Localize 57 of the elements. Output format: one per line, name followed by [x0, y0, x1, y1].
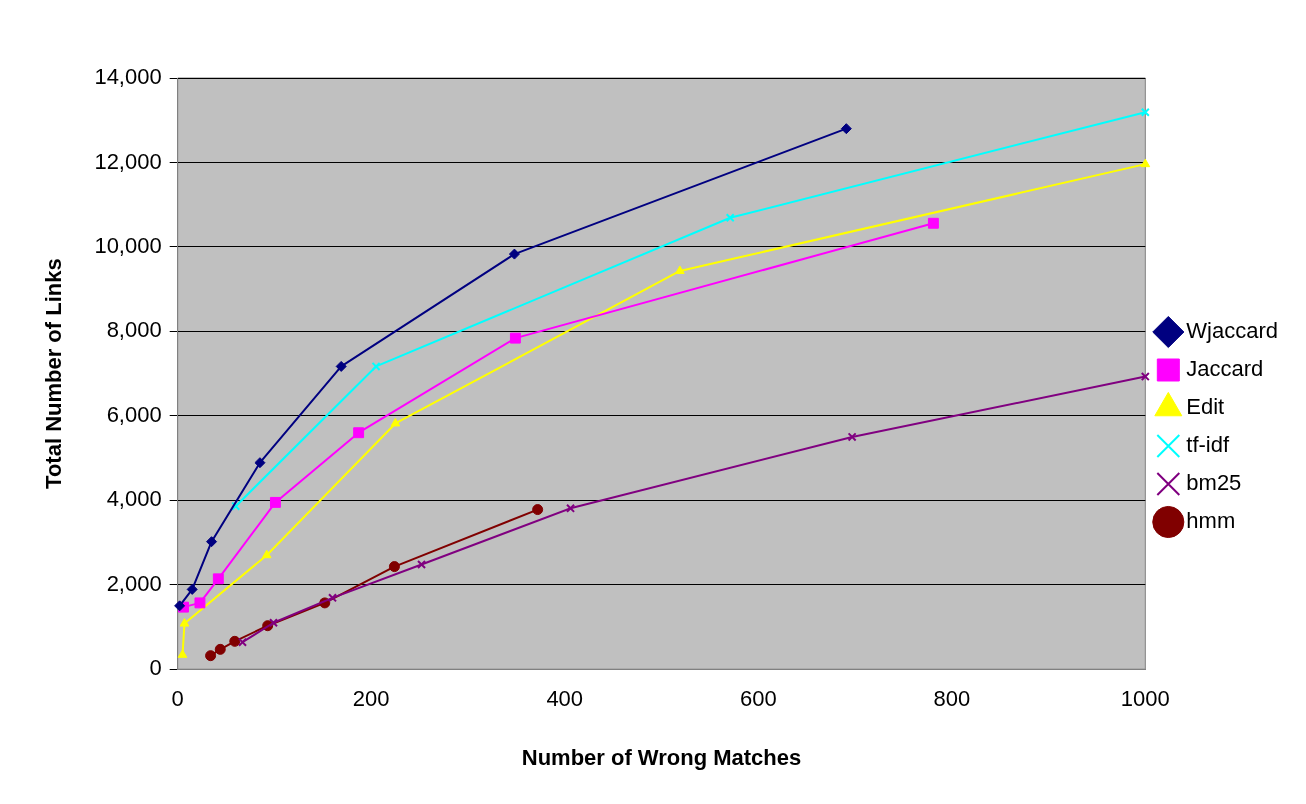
point: [179, 618, 190, 627]
y-tick-label: 4,000: [106, 486, 162, 512]
point: [214, 643, 226, 655]
point: [509, 332, 521, 344]
point: [847, 432, 857, 442]
point: [177, 649, 188, 658]
point: [229, 635, 241, 647]
y-tick-label: 8,000: [106, 317, 162, 343]
point: [327, 593, 338, 603]
point: [237, 637, 248, 647]
y-tick-label: 6,000: [106, 401, 162, 427]
y-axis-title: Total Number of Links: [41, 258, 67, 489]
legend-label: bm25: [1186, 470, 1242, 496]
point: [174, 600, 186, 612]
point: [1140, 158, 1151, 168]
point: [371, 361, 381, 371]
point: [390, 417, 401, 427]
point: [186, 583, 198, 595]
point: [268, 618, 279, 628]
point: [212, 573, 224, 585]
point: [725, 213, 735, 223]
x-tick-label: 1000: [1120, 686, 1170, 712]
point: [254, 457, 266, 469]
legend-label: hmm: [1186, 508, 1236, 534]
point: [206, 536, 218, 548]
point: [1140, 372, 1150, 382]
point: [532, 504, 544, 516]
x-tick-label: 400: [546, 686, 584, 712]
x-tick-label: 0: [171, 686, 184, 712]
point: [269, 496, 281, 508]
point: [1140, 107, 1150, 117]
y-tick-label: 14,000: [94, 64, 162, 90]
point: [194, 597, 206, 609]
point: [566, 503, 576, 513]
point: [388, 561, 400, 573]
y-tick-label: 10,000: [94, 232, 162, 258]
y-tick-label: 12,000: [94, 148, 162, 174]
point: [353, 427, 365, 439]
y-tick-label: 2,000: [106, 570, 162, 596]
legend-label: Wjaccard: [1186, 318, 1278, 344]
x-axis-title: Number of Wrong Matches: [521, 744, 802, 770]
point: [335, 360, 347, 372]
point: [927, 217, 939, 229]
point: [508, 248, 520, 260]
point: [261, 549, 272, 559]
point: [675, 265, 685, 274]
x-tick-label: 200: [352, 686, 390, 712]
point: [231, 501, 241, 511]
y-tick-label: 0: [149, 655, 162, 681]
legend-label: tf-idf: [1186, 432, 1230, 458]
legend-label: Edit: [1186, 394, 1225, 420]
x-tick-label: 600: [739, 686, 777, 712]
legend-label: Jaccard: [1186, 356, 1264, 382]
x-tick-label: 800: [933, 686, 971, 712]
point: [417, 559, 427, 570]
point: [205, 650, 217, 662]
point: [840, 123, 852, 135]
